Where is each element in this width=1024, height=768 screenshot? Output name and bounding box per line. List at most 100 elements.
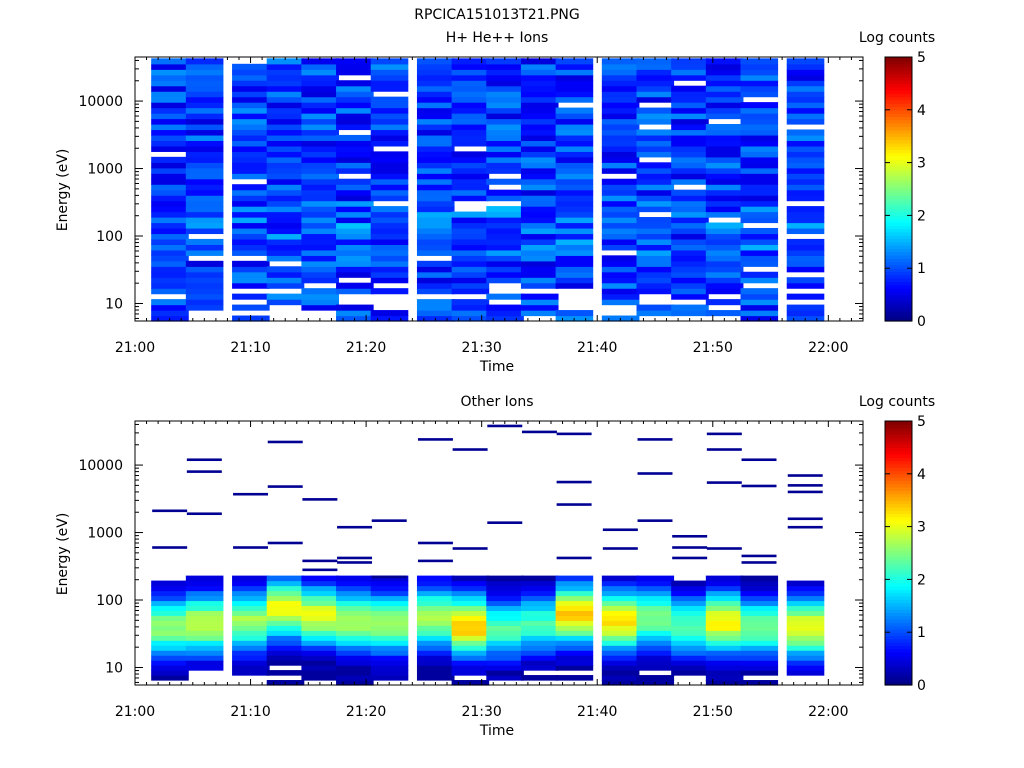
sparse-count-line <box>556 480 592 484</box>
heatmap-cell <box>232 277 270 284</box>
heatmap-cell <box>520 665 559 671</box>
x-tick-label: 21:10 <box>230 340 270 356</box>
heatmap-cell <box>705 645 744 651</box>
heatmap-cell <box>301 299 339 306</box>
panel2-colorbar-label: Log counts <box>859 394 935 410</box>
heatmap-cell <box>486 96 524 103</box>
heatmap-cell <box>336 167 374 174</box>
panel1-heatmap-cells <box>151 58 825 322</box>
heatmap-cell <box>601 74 640 81</box>
heatmap-cell <box>520 85 559 92</box>
heatmap-cell <box>671 123 709 131</box>
heatmap-cell <box>636 655 675 661</box>
sparse-count-line <box>556 432 592 436</box>
colorbar-swatch <box>885 652 912 656</box>
heatmap-cell <box>636 178 675 185</box>
heatmap-cell <box>151 129 189 136</box>
heatmap-cell <box>636 575 675 582</box>
heatmap-cell <box>520 74 559 81</box>
heatmap-cell <box>416 91 455 98</box>
heatmap-cell <box>266 580 305 587</box>
colorbar-swatch <box>885 619 912 623</box>
heatmap-cell <box>266 233 305 240</box>
heatmap-cell <box>301 600 339 607</box>
heatmap-cell <box>740 217 779 224</box>
heatmap-cell <box>520 590 559 597</box>
colorbar-swatch <box>885 444 912 448</box>
heatmap-cell <box>185 650 224 656</box>
heatmap-cell <box>185 640 224 646</box>
heatmap-cell <box>266 200 305 207</box>
colorbar-swatch <box>885 430 912 435</box>
heatmap-cell <box>740 271 779 278</box>
heatmap-cell <box>601 635 640 641</box>
heatmap-cell <box>636 91 675 98</box>
heatmap-cell <box>636 244 675 251</box>
colorbar-swatch <box>885 93 912 98</box>
heatmap-cell <box>266 85 305 92</box>
colorbar-swatch <box>885 569 912 574</box>
heatmap-cell <box>232 129 270 136</box>
colorbar-swatch <box>885 632 912 637</box>
heatmap-cell <box>486 145 524 152</box>
colorbar-tick-label: 0 <box>917 678 926 694</box>
heatmap-cell <box>185 222 224 229</box>
heatmap-cell <box>451 233 490 240</box>
panel1-xlabel: Time <box>479 359 514 375</box>
heatmap-cell <box>266 145 305 152</box>
heatmap-cell <box>520 118 559 125</box>
heatmap-cell <box>336 282 374 289</box>
heatmap-cell <box>705 615 744 621</box>
x-tick-label: 21:20 <box>346 704 386 720</box>
heatmap-cell <box>370 184 409 191</box>
heatmap-cell <box>486 151 524 158</box>
heatmap-cell <box>151 184 189 191</box>
colorbar-swatch <box>885 251 912 256</box>
colorbar-swatch <box>885 90 912 94</box>
heatmap-cell <box>705 107 744 114</box>
heatmap-cell <box>786 178 825 185</box>
heatmap-cell <box>671 200 709 207</box>
sparse-count-line <box>741 484 777 488</box>
heatmap-cell <box>370 645 409 651</box>
heatmap-cell <box>786 282 825 289</box>
heatmap-cell <box>301 58 339 65</box>
heatmap-cell <box>520 635 559 641</box>
heatmap-cell <box>451 575 490 582</box>
heatmap-cell <box>416 134 455 142</box>
heatmap-cell <box>671 595 709 602</box>
heatmap-cell <box>671 605 709 612</box>
heatmap-cell <box>601 189 640 196</box>
heatmap-cell <box>232 123 270 131</box>
heatmap-cell <box>786 640 825 646</box>
heatmap-cell <box>451 260 490 267</box>
colorbar-swatch <box>885 612 912 617</box>
colorbar-tick-label: 3 <box>917 520 926 536</box>
colorbar-swatch <box>885 136 912 141</box>
heatmap-cell <box>370 288 409 295</box>
heatmap-cell <box>336 605 374 612</box>
colorbar-swatch <box>885 317 912 322</box>
colorbar-swatch <box>885 119 912 124</box>
heatmap-cell <box>705 605 744 612</box>
heatmap-cell <box>266 206 305 213</box>
heatmap-cell <box>740 610 779 616</box>
heatmap-cell <box>151 173 189 180</box>
heatmap-cell <box>151 63 189 70</box>
heatmap-cell <box>740 113 779 120</box>
heatmap-cell <box>671 645 709 651</box>
heatmap-cell <box>416 222 455 229</box>
heatmap-cell <box>185 288 224 295</box>
heatmap-cell <box>786 145 825 152</box>
heatmap-cell <box>601 665 640 671</box>
heatmap-cell <box>740 630 779 636</box>
colorbar-tick-label: 4 <box>917 103 926 119</box>
heatmap-cell <box>232 200 270 207</box>
heatmap-cell <box>636 85 675 92</box>
heatmap-cell <box>520 630 559 636</box>
heatmap-cell <box>601 288 640 295</box>
panel2-title: Other Ions <box>460 394 533 410</box>
heatmap-cell <box>555 85 594 92</box>
heatmap-cell <box>555 63 594 70</box>
colorbar-swatch <box>885 622 912 627</box>
